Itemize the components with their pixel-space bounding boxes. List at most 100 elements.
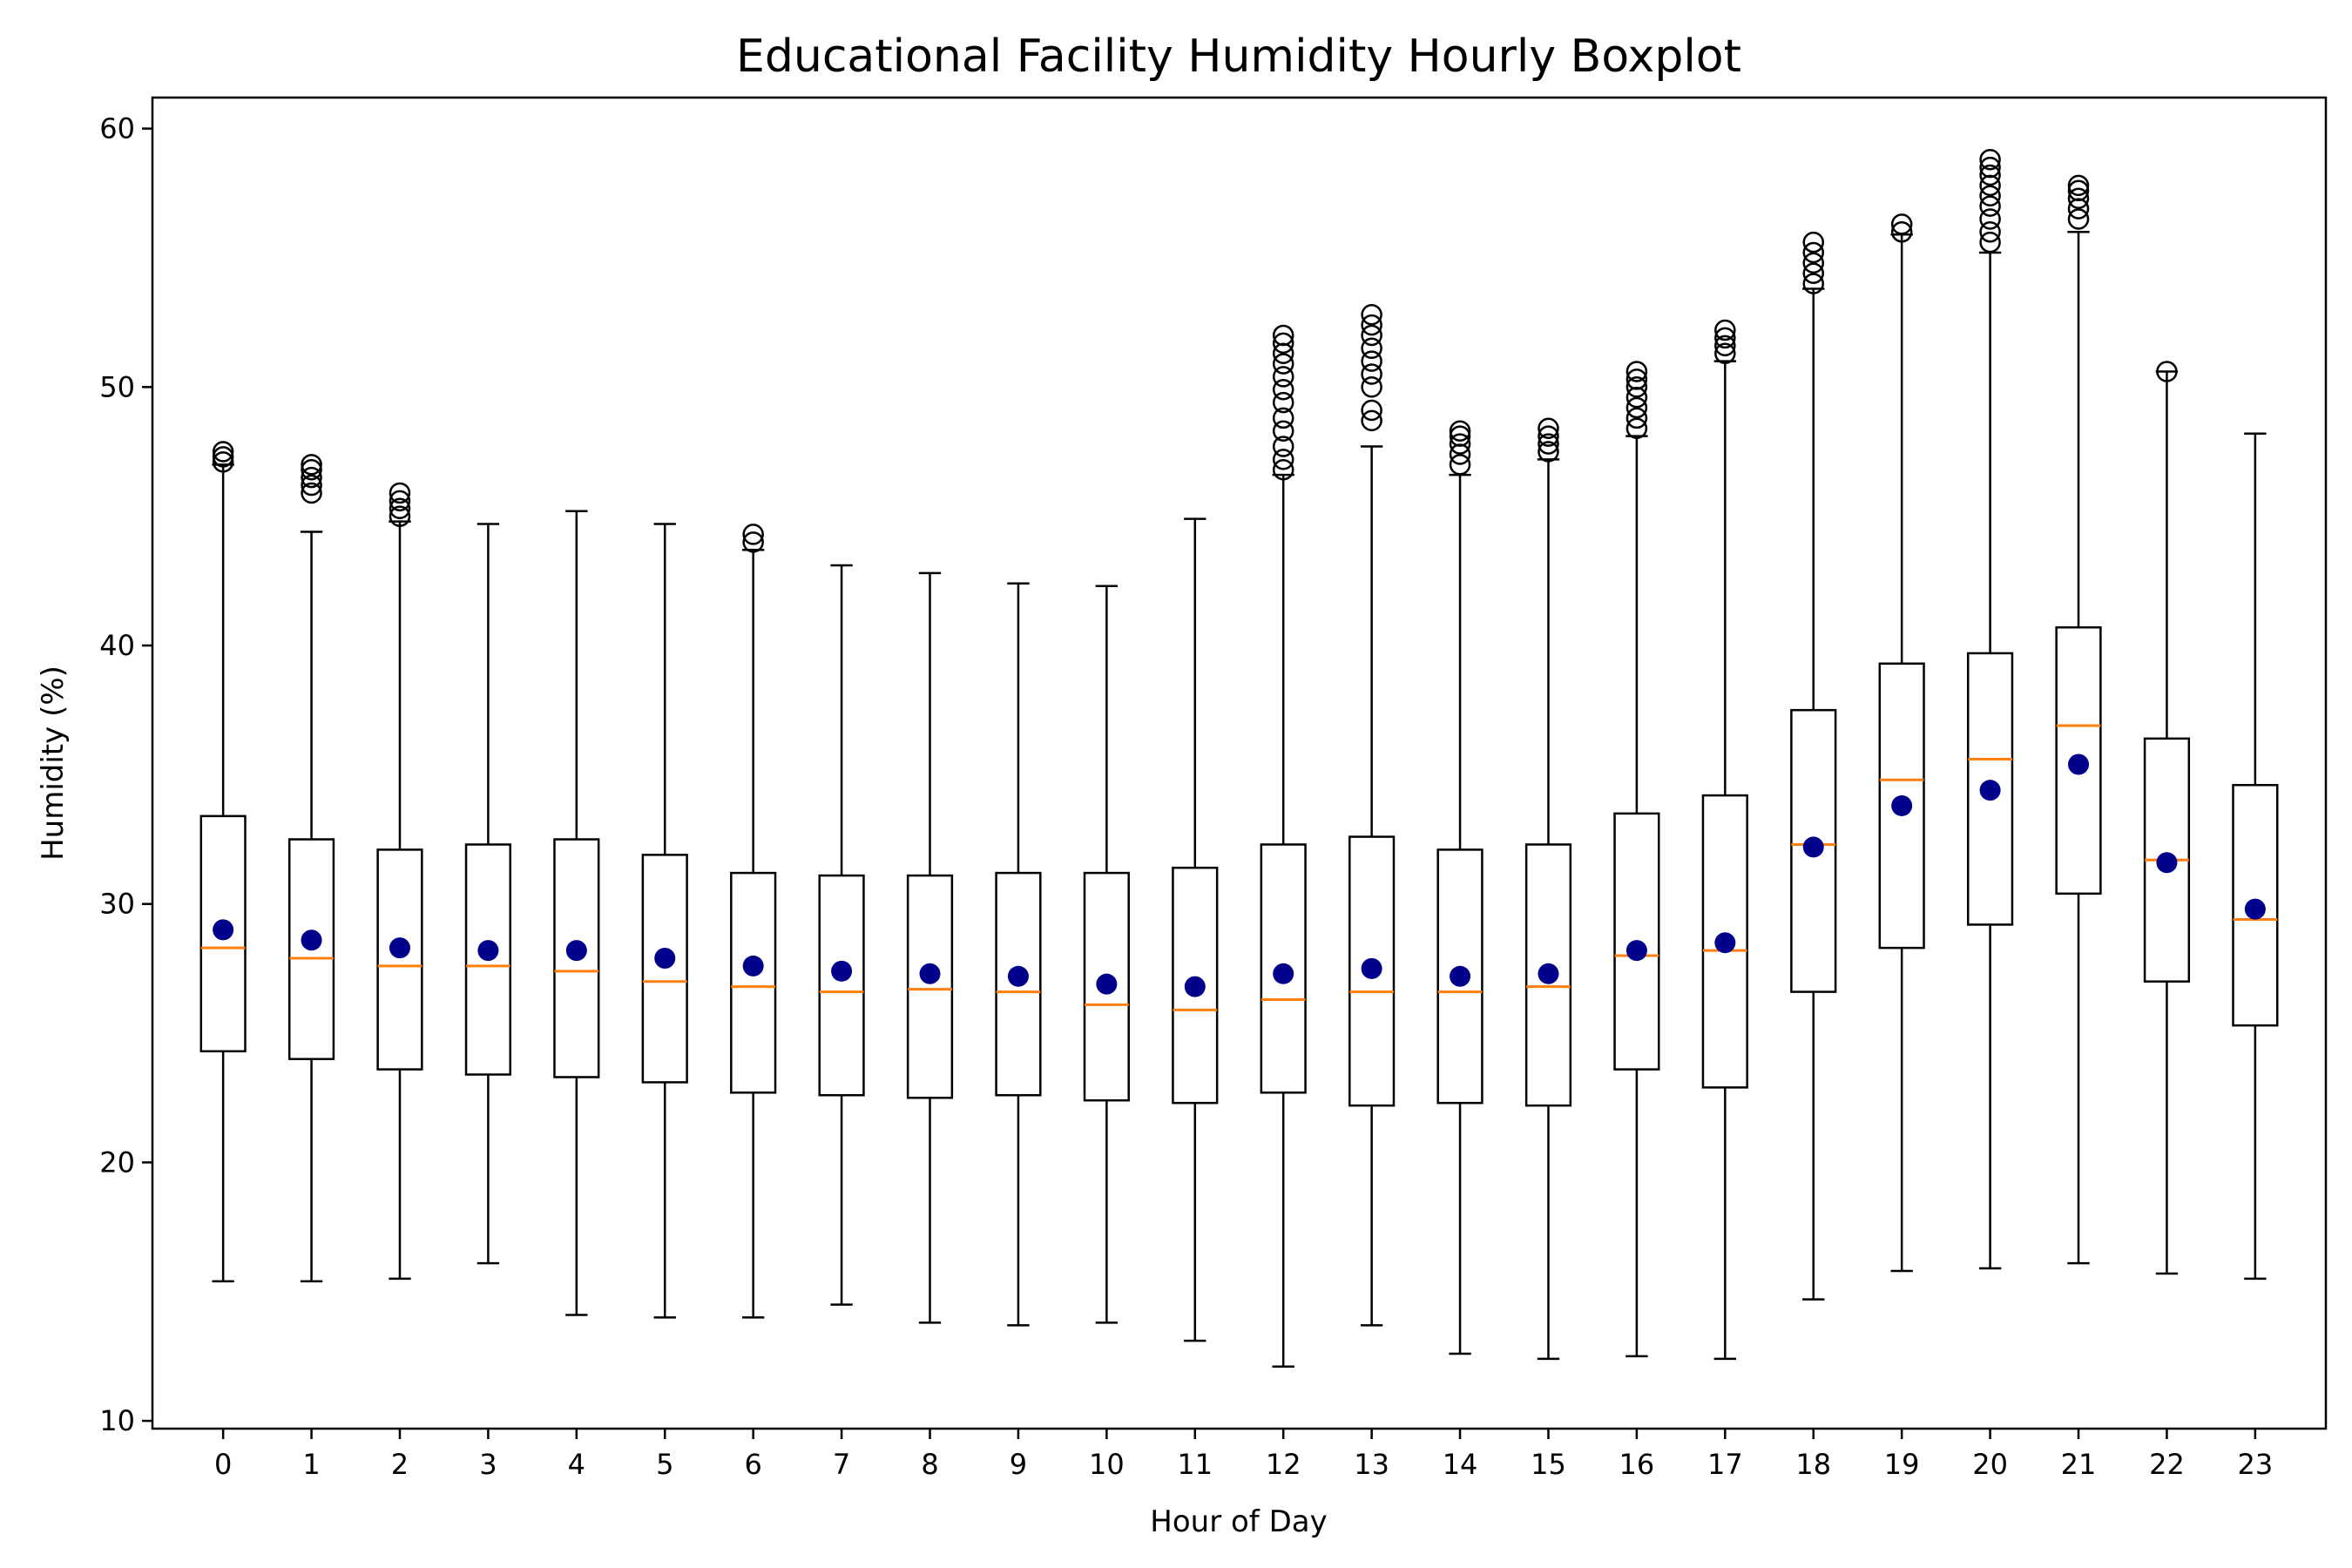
x-tick-label: 18 — [1795, 1448, 1831, 1481]
outlier-point — [1979, 195, 2001, 217]
iqr-box — [1260, 843, 1307, 1094]
outlier-point — [1890, 213, 1913, 235]
iqr-box — [1348, 835, 1396, 1107]
outlier-point — [1802, 241, 1824, 264]
iqr-box — [464, 843, 512, 1076]
mean-marker — [1538, 963, 1559, 984]
mean-marker — [2068, 754, 2090, 775]
x-tick-label: 5 — [656, 1448, 673, 1481]
y-tick-label: 10 — [99, 1404, 135, 1437]
outlier-point — [2067, 208, 2090, 230]
outlier-point — [1979, 185, 2001, 206]
outlier-point — [389, 490, 411, 512]
x-tick-label: 10 — [1089, 1448, 1125, 1481]
outlier-point — [1272, 407, 1294, 429]
mean-marker — [2244, 898, 2266, 920]
outlier-point — [1714, 342, 1736, 364]
iqr-box — [199, 814, 247, 1053]
x-tick-label: 1 — [302, 1448, 320, 1481]
outlier-point — [301, 474, 322, 497]
outlier-point — [742, 531, 764, 553]
outlier-point — [1802, 231, 1824, 253]
iqr-box — [1966, 652, 2014, 926]
y-tick-label: 60 — [99, 112, 135, 145]
outlier-point — [1714, 319, 1736, 341]
outlier-point — [1979, 208, 2001, 230]
outlier-point — [1361, 409, 1382, 432]
x-tick-label: 16 — [1619, 1448, 1655, 1481]
outlier-point — [389, 497, 411, 520]
outlier-point — [389, 505, 411, 527]
x-tick-label: 9 — [1010, 1448, 1027, 1481]
outlier-point — [1625, 361, 1648, 382]
x-tick-label: 22 — [2149, 1448, 2185, 1481]
outlier-point — [1272, 332, 1294, 355]
outlier-point — [301, 454, 322, 476]
iqr-box — [287, 838, 335, 1060]
x-tick-label: 14 — [1443, 1448, 1478, 1481]
chart-title: Educational Facility Humidity Hourly Box… — [736, 30, 1741, 83]
outlier-point — [1272, 353, 1294, 375]
mean-marker — [1979, 780, 2001, 801]
outlier-point — [1449, 454, 1471, 476]
x-tick-label: 4 — [568, 1448, 585, 1481]
iqr-box — [1701, 794, 1748, 1089]
mean-marker — [301, 929, 322, 951]
x-tick-label: 15 — [1531, 1448, 1566, 1481]
x-tick-label: 20 — [1972, 1448, 2008, 1481]
mean-marker — [1096, 973, 1118, 995]
iqr-box — [641, 854, 688, 1084]
outlier-point — [1714, 335, 1736, 357]
iqr-box — [1436, 848, 1484, 1105]
mean-marker — [1007, 965, 1029, 987]
outlier-point — [2067, 187, 2090, 209]
mean-marker — [1802, 836, 1824, 858]
outlier-point — [742, 524, 764, 545]
iqr-box — [376, 848, 423, 1071]
outlier-point — [1538, 441, 1559, 463]
mean-marker — [389, 937, 410, 959]
outlier-point — [301, 466, 322, 489]
iqr-box — [1878, 662, 1925, 950]
x-tick-label: 11 — [1177, 1448, 1213, 1481]
y-tick-label: 30 — [99, 888, 135, 921]
outlier-point — [1625, 368, 1648, 390]
iqr-box — [2232, 783, 2279, 1027]
outlier-point — [1449, 425, 1471, 447]
y-tick-label: 40 — [99, 629, 135, 662]
outlier-point — [1625, 417, 1648, 440]
x-axis-label: Hour of Day — [1150, 1504, 1327, 1539]
outlier-point — [301, 482, 322, 504]
outlier-point — [1979, 156, 2001, 179]
mean-marker — [919, 963, 941, 984]
outlier-point — [2156, 361, 2178, 382]
iqr-box — [730, 871, 777, 1094]
mean-marker — [1450, 965, 1471, 987]
mean-marker — [831, 960, 853, 982]
outlier-point — [1272, 379, 1294, 401]
mean-marker — [1184, 976, 1206, 997]
outlier-point — [212, 451, 234, 473]
outlier-point — [1538, 433, 1559, 455]
iqr-box — [818, 874, 865, 1097]
outlier-point — [1625, 396, 1648, 419]
x-tick-label: 13 — [1354, 1448, 1389, 1481]
mean-marker — [1361, 957, 1382, 979]
outlier-point — [1979, 221, 2001, 243]
outlier-point — [1272, 436, 1294, 457]
outlier-point — [1890, 221, 1913, 243]
outlier-point — [212, 441, 234, 463]
mean-marker — [1891, 794, 1913, 816]
outlier-point — [1272, 420, 1294, 442]
outlier-point — [1625, 407, 1648, 429]
outlier-point — [1272, 391, 1294, 414]
outlier-point — [1538, 417, 1559, 440]
outlier-point — [1979, 231, 2001, 253]
outlier-point — [1802, 262, 1824, 285]
x-tick-label: 2 — [391, 1448, 409, 1481]
outlier-point — [1361, 399, 1382, 422]
outlier-point — [1979, 164, 2001, 186]
x-tick-label: 3 — [479, 1448, 497, 1481]
